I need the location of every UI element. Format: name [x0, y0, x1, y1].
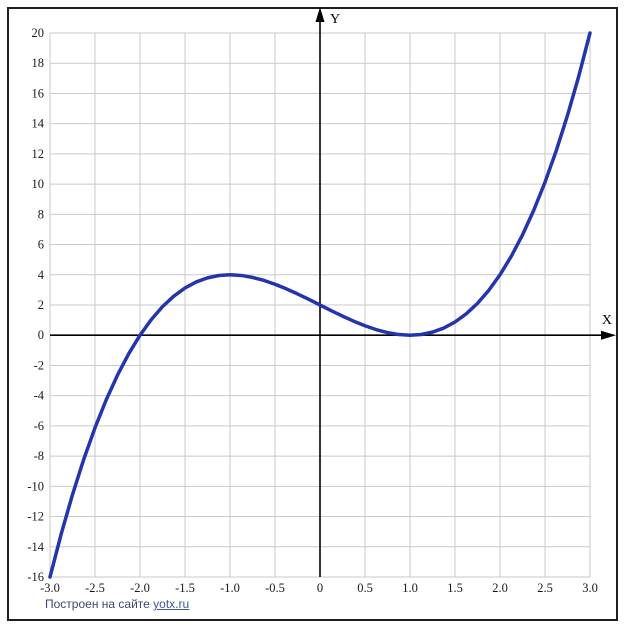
plot-border-frame [7, 7, 618, 621]
y-tick-label: -2 [34, 358, 44, 372]
yotx-link[interactable]: yotx.ru [153, 597, 190, 611]
y-axis-label: Y [330, 12, 340, 27]
y-tick-label: 18 [32, 56, 45, 70]
y-tick-label: -8 [34, 449, 44, 463]
x-tick-label: -1.0 [220, 581, 240, 595]
y-tick-label: 16 [32, 86, 45, 100]
function-curve [48, 31, 592, 579]
x-axis-arrow-icon [601, 330, 616, 340]
y-tick-label: 12 [32, 147, 45, 161]
x-tick-label: 2.0 [492, 581, 508, 595]
x-tick-label: 2.5 [537, 581, 553, 595]
y-tick-label: 2 [38, 298, 44, 312]
y-tick-label: -14 [27, 540, 44, 554]
x-tick-label: -2.5 [85, 581, 105, 595]
y-tick-label: -4 [34, 389, 45, 403]
x-tick-label: -2.0 [130, 581, 150, 595]
y-tick-label: 20 [32, 26, 45, 40]
x-tick-label: 3.0 [582, 581, 598, 595]
x-tick-label: 1.0 [402, 581, 418, 595]
x-tick-label: -3.0 [40, 581, 60, 595]
y-tick-label: 4 [38, 268, 45, 282]
y-tick-label: -12 [27, 510, 44, 524]
x-tick-label: -0.5 [265, 581, 285, 595]
y-tick-label: 6 [38, 238, 44, 252]
footer-credit: Построен на сайте yotx.ru [45, 597, 189, 611]
y-tick-label: 0 [38, 328, 44, 342]
y-tick-label: -16 [27, 570, 44, 584]
y-tick-label: -10 [27, 479, 44, 493]
x-tick-label: 0 [317, 581, 323, 595]
y-tick-label: -6 [34, 419, 44, 433]
x-tick-label: 1.5 [447, 581, 463, 595]
footer-credit-text: Построен на сайте [45, 597, 154, 611]
x-axis-label: X [602, 313, 612, 328]
y-tick-label: 14 [32, 117, 45, 131]
x-tick-label: 0.5 [357, 581, 373, 595]
y-tick-label: 8 [38, 207, 44, 221]
x-tick-label: -1.5 [175, 581, 195, 595]
y-axis-arrow-icon [315, 7, 325, 22]
y-tick-label: 10 [32, 177, 45, 191]
